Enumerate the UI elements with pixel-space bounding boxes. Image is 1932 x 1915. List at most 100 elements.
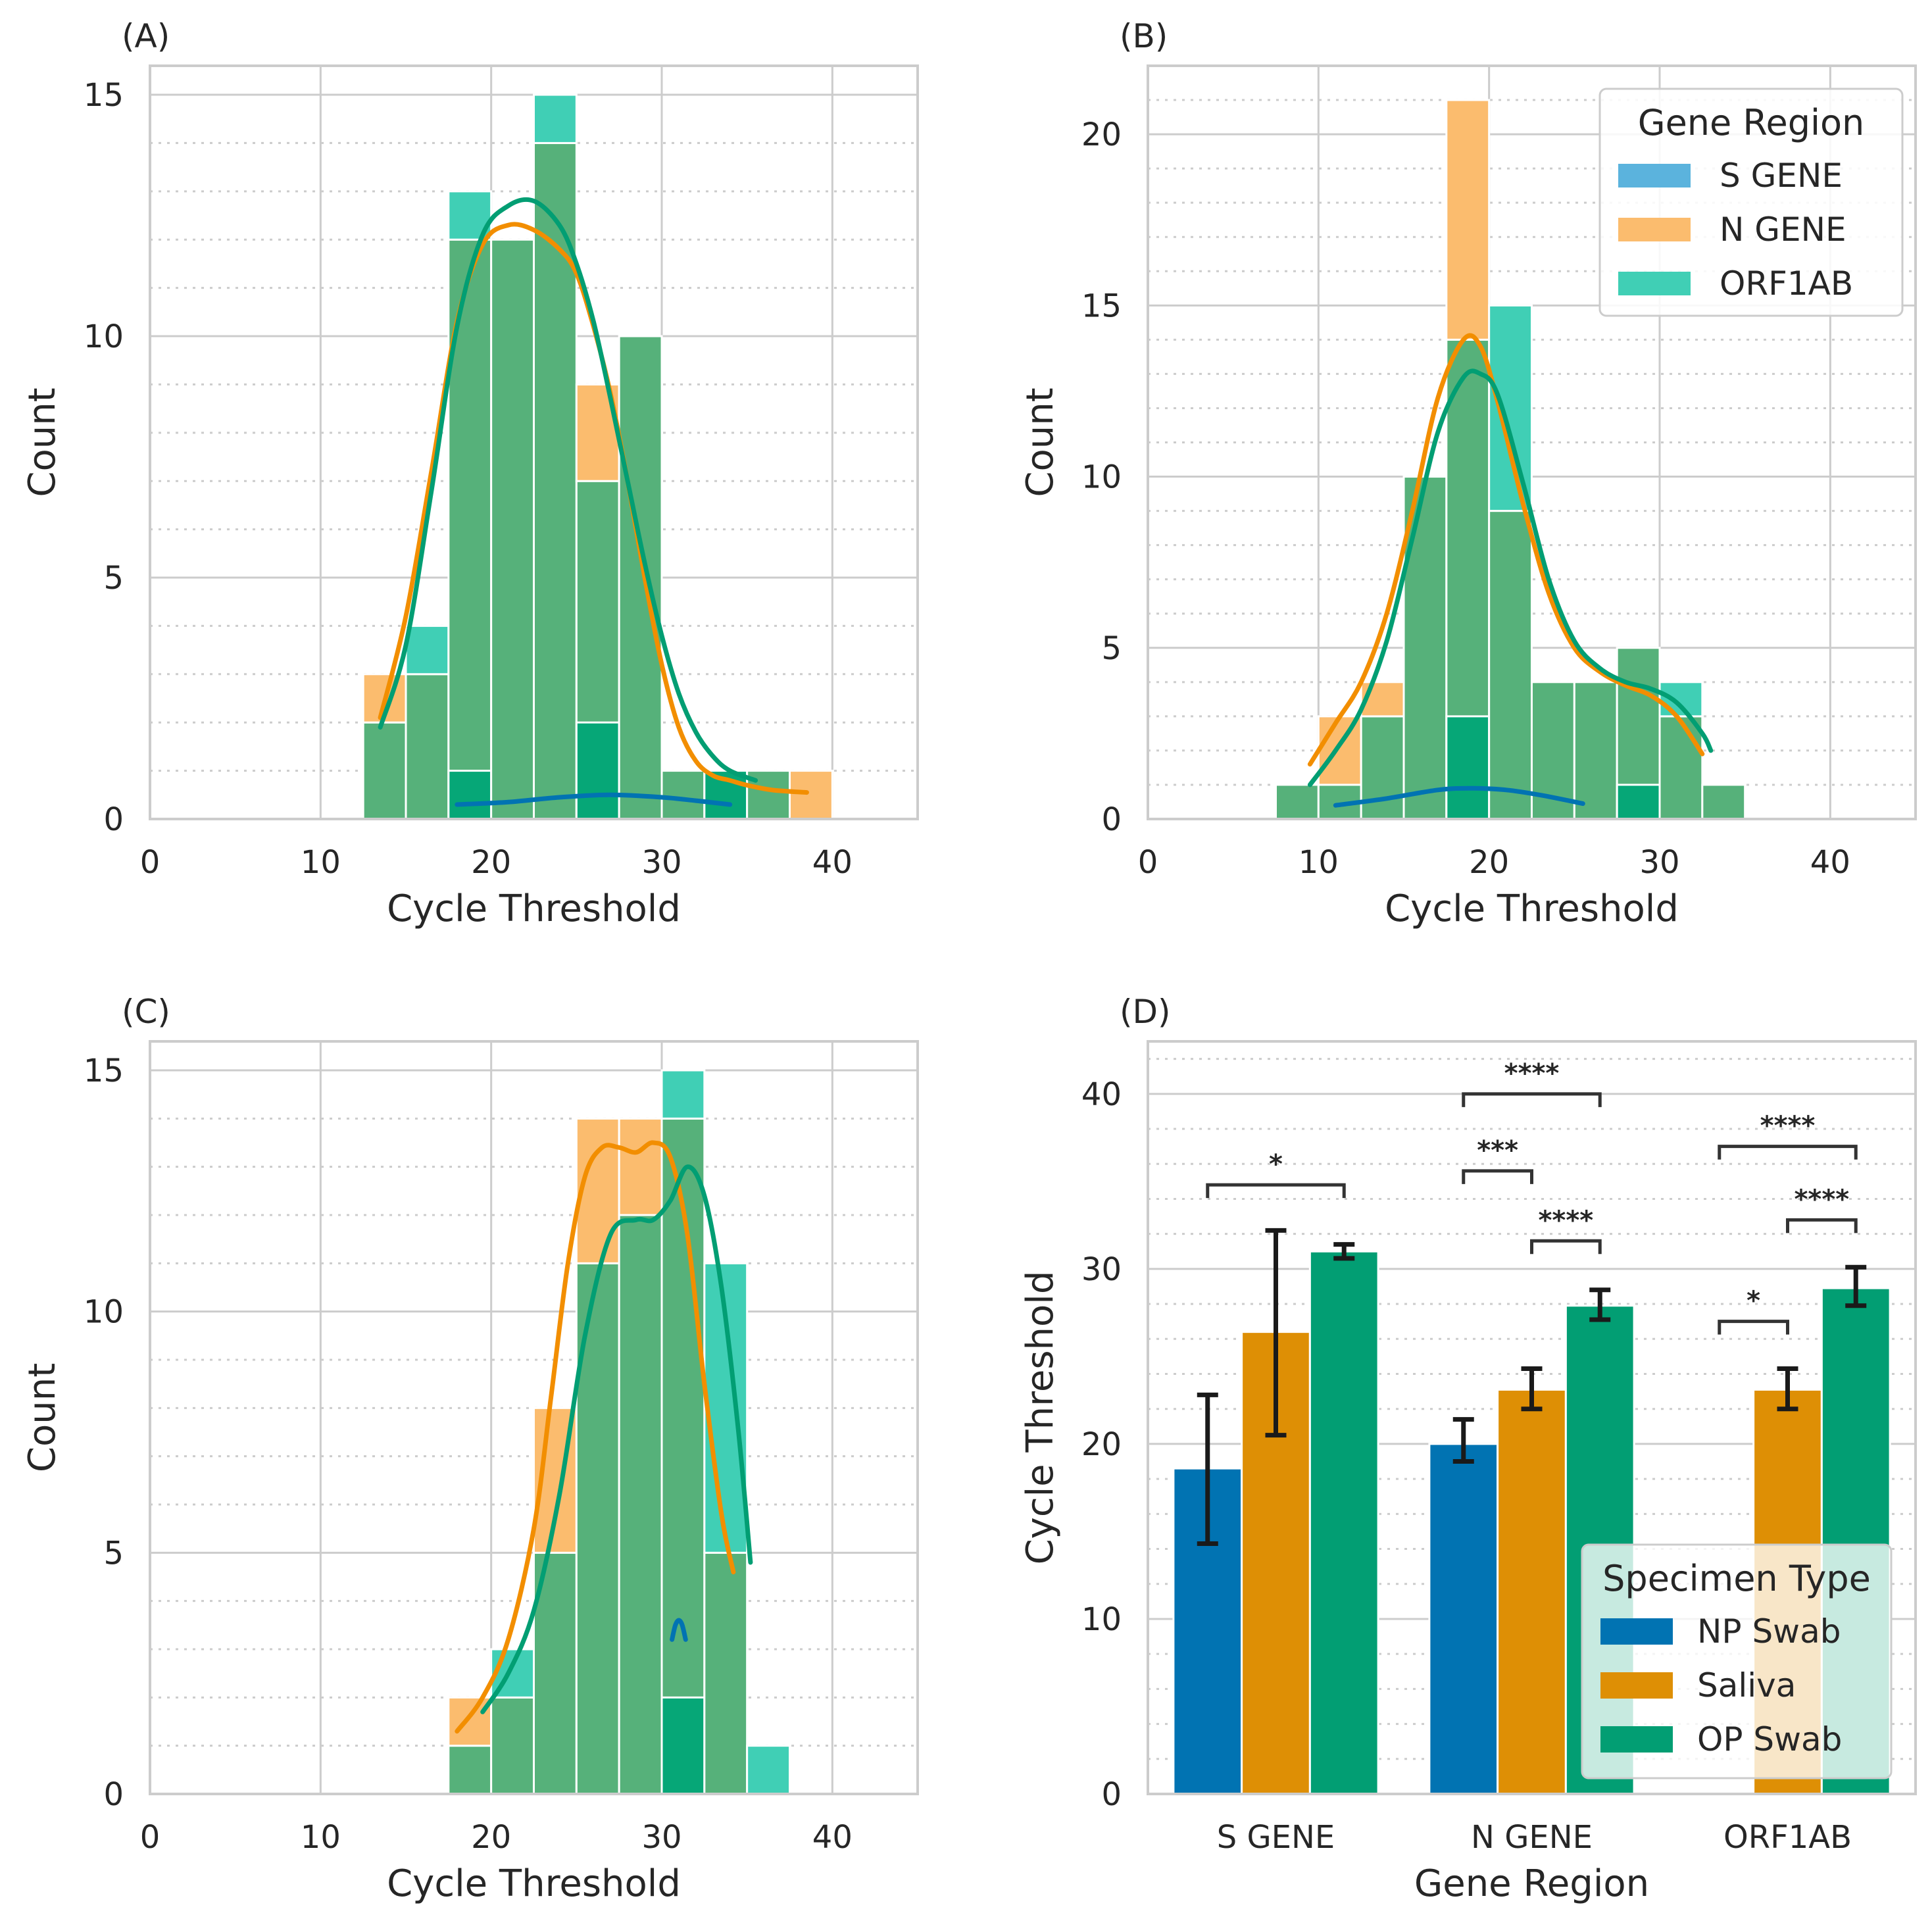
x-tick-label: 20	[471, 844, 511, 881]
histogram-bar	[660, 1069, 706, 1120]
x-tick-label: 0	[140, 1819, 161, 1856]
chart-panel-2: 0 5 10 15 20 0 10 20 30 40 Cycle Threshold Count (B)	[1019, 17, 1917, 930]
x-tick-label: 30	[641, 1819, 681, 1856]
histogram-bar	[746, 1745, 791, 1795]
kde-curves	[1307, 333, 1714, 808]
gene-legend: Gene Region S GENE N GENE ORF1AB	[1598, 87, 1904, 317]
significance-label: *	[1746, 1286, 1760, 1316]
legend-box	[1581, 1543, 1893, 1779]
x-tick-label: 20	[1469, 844, 1509, 881]
bar	[1497, 1388, 1567, 1795]
bar	[1308, 1250, 1379, 1795]
specimen-legend: Specimen Type NP Swab Saliva OP Swab	[1581, 1543, 1893, 1779]
histogram-bars	[1275, 99, 1746, 820]
y-tick-label: 10	[1081, 459, 1122, 496]
kde-curves	[378, 197, 809, 807]
legend-label: S GENE	[1720, 157, 1843, 195]
legend-swatch	[1618, 272, 1691, 295]
x-tick-label: 10	[301, 1819, 341, 1856]
y-tick-label: 0	[103, 801, 124, 838]
significance-label: ***	[1477, 1135, 1518, 1166]
legend-swatch	[1600, 1618, 1673, 1645]
y-axis-label: Count	[21, 1363, 64, 1472]
significance-annotations: *********************	[1206, 1058, 1858, 1335]
y-tick-label: 20	[1081, 116, 1122, 153]
panel-tag: (A)	[122, 17, 170, 55]
y-tick-label: 15	[1081, 287, 1122, 324]
histogram-bar	[703, 1551, 749, 1795]
histogram-bar	[618, 1214, 663, 1795]
histogram-bar	[405, 673, 450, 820]
x-tick-label: ORF1AB	[1723, 1819, 1852, 1856]
histogram-bar	[1488, 304, 1533, 512]
histogram-bar	[1573, 681, 1618, 820]
histogram-bar	[1317, 715, 1362, 786]
y-tick-label: 30	[1081, 1251, 1122, 1288]
y-tick-label: 15	[84, 77, 124, 114]
y-tick-label: 5	[103, 560, 124, 597]
x-tick-label: 0	[1138, 844, 1158, 881]
chart-panel-3: 0 5 10 15 0 10 20 30 40 Cycle Threshold Count (C)	[21, 993, 919, 1905]
significance-label: ****	[1539, 1205, 1594, 1235]
x-tick-label: 40	[812, 844, 853, 881]
kde-line	[455, 1140, 736, 1734]
kde-line	[378, 197, 758, 783]
x-axis-label: Cycle Threshold	[387, 1862, 681, 1905]
y-tick-label: 0	[1101, 1776, 1122, 1813]
significance-bracket	[1786, 1218, 1858, 1233]
legend-label: N GENE	[1720, 211, 1846, 249]
bar	[1428, 1443, 1499, 1795]
legend-swatch	[1600, 1672, 1673, 1699]
histogram-bar	[447, 1696, 493, 1747]
histogram-bar	[1488, 510, 1533, 820]
x-tick-label: 10	[1299, 844, 1339, 881]
significance-bracket	[1530, 1239, 1602, 1255]
y-tick-label: 5	[1101, 630, 1122, 667]
x-tick-label: 40	[1810, 844, 1850, 881]
kde-curves	[455, 1140, 753, 1734]
legend-swatch	[1600, 1726, 1673, 1753]
histogram-bar	[447, 1745, 493, 1795]
x-tick-label: 30	[1639, 844, 1679, 881]
histogram-bar	[1616, 783, 1661, 820]
significance-bracket	[1718, 1145, 1858, 1160]
plot-frame	[1147, 64, 1917, 820]
histogram-bar	[1445, 715, 1491, 820]
legend-title: Gene Region	[1638, 102, 1865, 143]
histogram-bar	[1658, 715, 1704, 820]
histogram-bar	[1445, 99, 1491, 341]
significance-label: *	[1269, 1149, 1283, 1180]
histogram-bar	[405, 624, 450, 676]
y-tick-label: 0	[103, 1776, 124, 1813]
histogram-bar	[1658, 681, 1704, 718]
x-tick-label: 30	[641, 844, 681, 881]
y-axis-label: Cycle Threshold	[1019, 1271, 1062, 1565]
histogram-bar	[789, 770, 833, 820]
legend-label: Saliva	[1697, 1666, 1796, 1704]
x-axis-label: Cycle Threshold	[1385, 887, 1679, 930]
histogram-bar	[362, 721, 407, 820]
histogram-bar	[1360, 715, 1405, 820]
y-axis-label: Count	[21, 387, 64, 497]
kde-line	[480, 1164, 753, 1714]
x-axis-label: Cycle Threshold	[387, 887, 681, 930]
significance-bracket	[1206, 1183, 1346, 1199]
kde-line	[455, 792, 733, 807]
histogram-bar	[575, 721, 620, 820]
legend-swatch	[1618, 218, 1691, 241]
significance-bracket	[1462, 1169, 1533, 1184]
x-tick-label: 0	[140, 844, 161, 881]
histogram-bar	[1701, 783, 1746, 820]
y-tick-label: 20	[1081, 1426, 1122, 1463]
y-tick-label: 0	[1101, 801, 1122, 838]
significance-bracket	[1462, 1092, 1602, 1107]
significance-label: ****	[1760, 1111, 1816, 1141]
x-axis-label: Gene Region	[1414, 1862, 1649, 1905]
legend-swatch	[1618, 164, 1691, 187]
x-tick-label: 40	[812, 1819, 853, 1856]
plot-frame	[1147, 1040, 1917, 1795]
histogram-bar	[447, 770, 493, 820]
x-tick-label: 10	[301, 844, 341, 881]
chart-panel-1: 0 5 10 15 0 10 20 30 40 Cycle Threshold Count (A)	[21, 17, 919, 930]
